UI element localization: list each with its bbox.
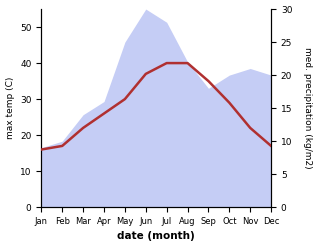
Y-axis label: med. precipitation (kg/m2): med. precipitation (kg/m2) bbox=[303, 47, 313, 169]
X-axis label: date (month): date (month) bbox=[117, 231, 195, 242]
Y-axis label: max temp (C): max temp (C) bbox=[5, 77, 15, 139]
